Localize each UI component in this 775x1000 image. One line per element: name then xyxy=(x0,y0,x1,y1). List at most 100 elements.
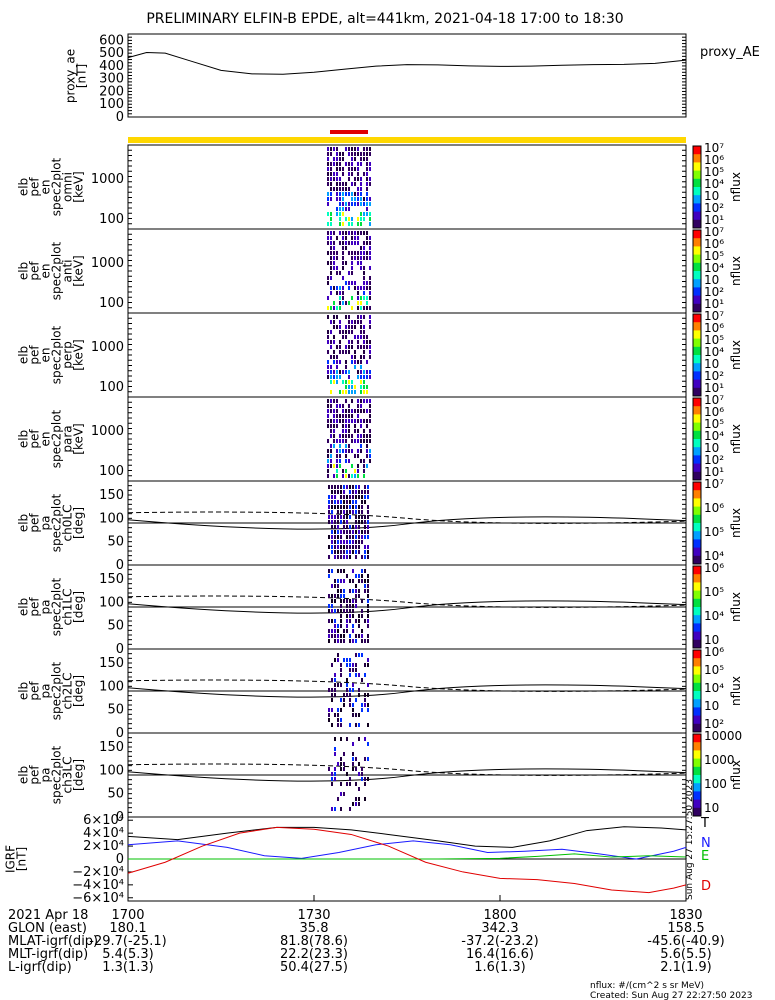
spectrogram-pixel xyxy=(357,306,359,310)
spectrogram-pixel xyxy=(354,355,356,359)
colorbar-segment xyxy=(693,371,701,380)
spectrogram-pixel xyxy=(363,409,365,413)
spectrogram-pixel xyxy=(363,157,365,161)
y-axis-label: elbpefenspec2plotanti[keV] xyxy=(17,241,86,300)
spectrogram-pixel xyxy=(327,474,329,478)
igrf-legend-d: D xyxy=(701,879,711,894)
pitch-angle-pixel xyxy=(334,490,336,494)
y-tick-label: 0 xyxy=(116,642,124,657)
spectrogram-pixel xyxy=(363,197,365,201)
spectrogram-pixel xyxy=(366,172,368,176)
spectrogram-pixel xyxy=(339,241,341,245)
spectrogram-pixel xyxy=(354,390,356,394)
colorbar-segment xyxy=(693,179,701,188)
y-axis-label-line: [nT] xyxy=(15,847,29,871)
pitch-angle-pixel xyxy=(331,663,333,667)
spectrogram-pixel xyxy=(351,419,353,423)
spectrogram-pixel xyxy=(339,207,341,211)
pitch-angle-pixel xyxy=(364,619,366,623)
pitch-angle-pixel xyxy=(355,510,357,514)
pitch-angle-pixel xyxy=(355,767,357,771)
colorbar-label: nflux xyxy=(729,256,743,286)
pitch-angle-pixel xyxy=(340,619,342,623)
spectrogram-pixel xyxy=(351,464,353,468)
spectrogram-pixel xyxy=(345,325,347,329)
spectrogram-pixel xyxy=(327,419,329,423)
spectrogram-pixel xyxy=(366,187,368,191)
spectrogram-pixel xyxy=(366,241,368,245)
spectrogram-pixel xyxy=(348,152,350,156)
pitch-angle-pixel xyxy=(337,510,339,514)
pitch-angle-pixel xyxy=(343,762,345,766)
pitch-angle-pixel xyxy=(346,693,348,697)
pitch-angle-pixel xyxy=(349,604,351,608)
pitch-angle-pixel xyxy=(334,683,336,687)
spectrogram-pixel xyxy=(360,409,362,413)
spectrogram-pixel xyxy=(351,241,353,245)
y-tick-label: 0 xyxy=(116,726,124,741)
spectrogram-pixel xyxy=(354,335,356,339)
spectrogram-pixel xyxy=(360,286,362,290)
spectrogram-pixel xyxy=(360,325,362,329)
colorbar-segment xyxy=(693,699,701,708)
spectrogram-pixel xyxy=(369,355,371,359)
pitch-angle-pixel xyxy=(358,673,360,677)
colorbar-segment xyxy=(693,455,701,464)
spectrogram-pixel xyxy=(348,325,350,329)
spectrogram-pixel xyxy=(363,202,365,206)
pitch-angle-pixel xyxy=(358,634,360,638)
spectrogram-pixel xyxy=(360,162,362,166)
pitch-angle-pixel xyxy=(328,555,330,559)
y-axis-label: elbpefenspec2plotomni[keV] xyxy=(17,157,86,216)
colorbar-segment xyxy=(693,566,701,575)
pitch-angle-pixel xyxy=(361,599,363,603)
pitch-angle-pixel xyxy=(346,530,348,534)
y-axis-label-line: [keV] xyxy=(72,171,86,202)
spectrogram-pixel xyxy=(345,241,347,245)
spectrogram-pixel xyxy=(357,291,359,295)
pitch-angle-pixel xyxy=(337,713,339,717)
spectrogram-pixel xyxy=(333,157,335,161)
spectrogram-pixel xyxy=(348,459,350,463)
spectrogram-pixel xyxy=(357,399,359,403)
spectrogram-pixel xyxy=(351,167,353,171)
spectrogram-pixel xyxy=(360,202,362,206)
pitch-angle-pixel xyxy=(358,535,360,539)
colorbar-tick-label: 10 xyxy=(704,801,719,815)
spectrogram-pixel xyxy=(354,424,356,428)
pitch-angle-pixel xyxy=(346,535,348,539)
spectrogram-pixel xyxy=(333,301,335,305)
spectrogram-pixel xyxy=(369,281,371,285)
pitch-angle-pixel xyxy=(328,609,330,613)
colorbar-tick-label: 10⁶ xyxy=(704,561,724,575)
spectrogram-pixel xyxy=(369,222,371,226)
spectrogram-pixel xyxy=(327,276,329,280)
spectrogram-pixel xyxy=(348,162,350,166)
spectrogram-pixel xyxy=(360,301,362,305)
spectrogram-pixel xyxy=(333,380,335,384)
spectrogram-pixel xyxy=(360,157,362,161)
pitch-angle-pixel xyxy=(349,500,351,504)
pitch-angle-pixel xyxy=(367,777,369,781)
spectrogram-pixel xyxy=(339,360,341,364)
pitch-angle-pixel xyxy=(328,500,330,504)
pitch-angle-pixel xyxy=(367,520,369,524)
spectrogram-pixel xyxy=(327,469,329,473)
spectrogram-pixel xyxy=(342,449,344,453)
spectrogram-pixel xyxy=(354,231,356,235)
y-tick-label: 150 xyxy=(99,656,124,671)
pitch-angle-pixel xyxy=(331,708,333,712)
y-tick-label: 50 xyxy=(107,619,124,634)
spectrogram-pixel xyxy=(351,266,353,270)
spectrogram-pixel xyxy=(363,434,365,438)
pitch-angle-pixel xyxy=(349,673,351,677)
spectrogram-pixel xyxy=(336,315,338,319)
pitch-angle-pixel xyxy=(334,693,336,697)
spectrogram-pixel xyxy=(327,449,329,453)
pitch-angle-pixel xyxy=(361,634,363,638)
spectrogram-pixel xyxy=(336,182,338,186)
pitch-angle-pixel xyxy=(346,683,348,687)
spectrogram-pixel xyxy=(369,454,371,458)
spectrogram-pixel xyxy=(354,202,356,206)
y-axis-label: elbpefpaspec2plotch1LC[deg] xyxy=(17,577,86,636)
